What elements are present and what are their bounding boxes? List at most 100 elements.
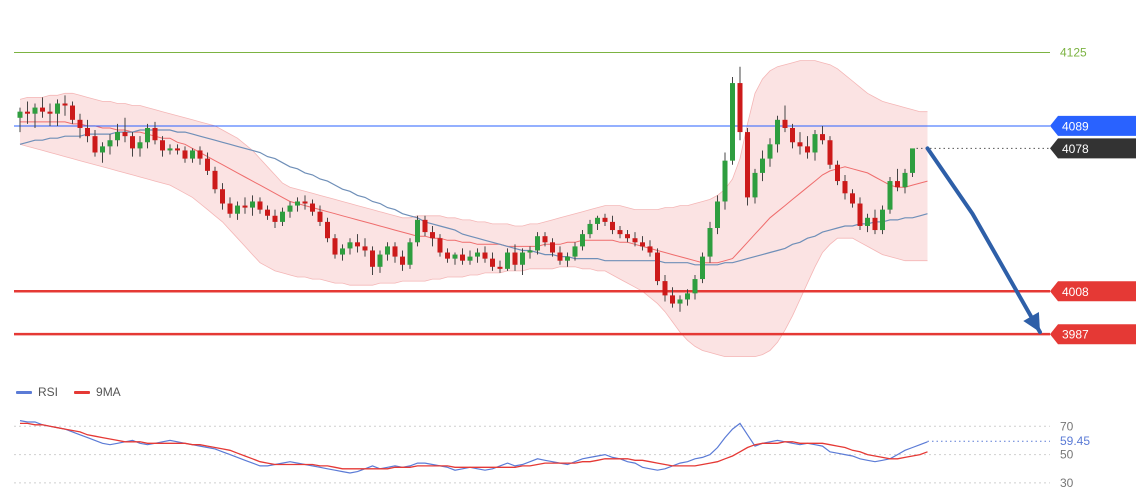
candle-body: [842, 181, 848, 194]
candle-body: [512, 252, 518, 265]
candle-body: [137, 142, 143, 149]
candle-body: [437, 238, 443, 253]
candle-body: [730, 83, 735, 161]
candle-body: [272, 215, 278, 222]
candle-body: [707, 228, 713, 257]
ma-legend-swatch: [74, 390, 91, 394]
candle-body: [760, 158, 765, 173]
candle-body: [467, 256, 473, 261]
candle-body: [460, 254, 465, 261]
candle-body: [340, 248, 345, 255]
candle-body: [347, 242, 353, 249]
candle-body: [355, 242, 360, 247]
candle-body: [175, 148, 180, 151]
candle-body: [107, 140, 113, 147]
candle-body: [827, 140, 833, 165]
candle-body: [145, 127, 150, 143]
candle-body: [70, 105, 75, 120]
candle-body: [610, 221, 615, 231]
candle-body: [677, 299, 683, 304]
candle-body: [887, 181, 893, 210]
candle-body: [662, 281, 668, 296]
legend-item-rsi: RSI: [16, 385, 58, 399]
bollinger-middle-line: [20, 121, 928, 264]
candle-body: [362, 246, 368, 251]
candle-body: [227, 203, 233, 214]
candle-body: [77, 119, 83, 128]
candle-body: [835, 164, 840, 182]
candle-body: [782, 119, 788, 128]
candle-body: [55, 103, 60, 114]
candle-body: [895, 181, 900, 188]
candle-body: [640, 242, 645, 247]
candle-body: [700, 256, 705, 280]
candle-body: [167, 148, 173, 151]
rsi-tick-label-30: 30: [1060, 476, 1074, 490]
projection-arrow-head: [1023, 312, 1040, 333]
candle-body: [602, 217, 608, 222]
candle-body: [85, 127, 90, 137]
candle-body: [242, 205, 248, 208]
candle-body: [542, 236, 548, 243]
candle-body: [535, 236, 540, 251]
candle-body: [685, 293, 690, 300]
level-tag-bg-3987: [1050, 324, 1136, 345]
candle-body: [160, 140, 165, 151]
candle-body: [715, 201, 720, 229]
candle-body: [850, 193, 855, 204]
candle-body: [205, 158, 210, 171]
candle-body: [190, 150, 195, 159]
candle-body: [32, 107, 38, 114]
candle-body: [520, 252, 525, 265]
level-tag-text-4089: 4089: [1062, 119, 1089, 133]
level-label-4125: 4125: [1060, 45, 1087, 59]
candle-body: [310, 203, 315, 212]
candle-body: [865, 217, 870, 226]
candle-body: [475, 252, 480, 257]
candle-body: [220, 189, 225, 204]
candle-body: [445, 252, 450, 259]
candle-body: [775, 119, 780, 145]
candle-body: [430, 232, 435, 239]
candle-body: [92, 136, 98, 153]
candle-body: [752, 172, 758, 198]
candle-body: [572, 246, 578, 257]
candle-body: [820, 134, 825, 141]
candle-body: [857, 203, 863, 226]
candle-body: [212, 170, 218, 190]
candle-body: [197, 150, 203, 159]
candle-body: [632, 238, 638, 243]
level-tag-bg-4008: [1050, 281, 1136, 302]
candle-body: [17, 111, 23, 118]
candle-body: [767, 144, 773, 159]
candle-body: [280, 211, 285, 222]
candle-body: [880, 209, 885, 231]
candle-body: [115, 132, 120, 141]
ma-legend-label: 9MA: [96, 385, 121, 399]
candles-group: [17, 66, 915, 312]
candle-body: [235, 205, 240, 214]
candle-body: [737, 83, 743, 133]
candle-body: [692, 279, 698, 294]
candle-body: [587, 223, 593, 235]
rsi-legend: RSI 9MA: [16, 385, 121, 399]
candle-body: [565, 256, 570, 261]
candle-body: [745, 132, 750, 198]
level-tag-text-3987: 3987: [1062, 328, 1089, 342]
candle-body: [812, 134, 818, 153]
candle-body: [392, 246, 398, 257]
candle-body: [482, 252, 488, 259]
candle-body: [625, 234, 630, 239]
candle-body: [325, 221, 330, 239]
candle-body: [557, 252, 563, 261]
candle-body: [182, 150, 188, 159]
legend-item-9ma: 9MA: [74, 385, 121, 399]
level-tag-4008: 4008: [1050, 281, 1136, 302]
candle-body: [100, 146, 105, 153]
candle-body: [407, 242, 413, 265]
candle-body: [497, 266, 503, 269]
candle-body: [25, 111, 30, 114]
bollinger-upper-line: [19, 60, 928, 227]
